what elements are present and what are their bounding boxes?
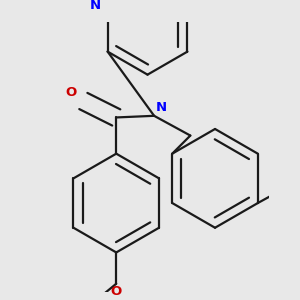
Text: O: O (65, 86, 77, 99)
Text: N: N (90, 0, 101, 12)
Text: N: N (156, 101, 167, 114)
Text: O: O (111, 284, 122, 298)
